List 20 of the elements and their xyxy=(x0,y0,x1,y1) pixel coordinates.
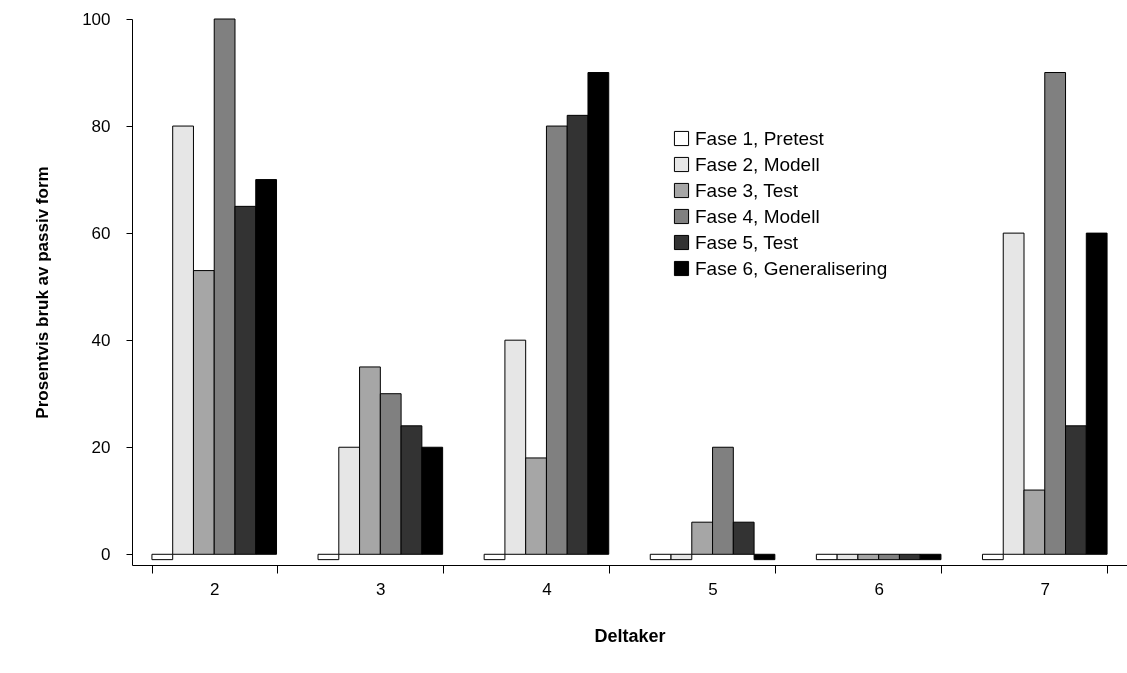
x-tick-label: 7 xyxy=(1040,579,1051,599)
y-axis-title: Prosentvis bruk av passiv form xyxy=(33,166,53,419)
legend-label: Fase 2, Modell xyxy=(695,153,820,175)
x-tick-label: 3 xyxy=(376,579,386,599)
legend-label: Fase 4, Modell xyxy=(695,205,820,227)
legend-label: Fase 6, Generalisering xyxy=(695,257,888,279)
y-tick-label: 20 xyxy=(91,437,111,457)
legend-label: Fase 5, Test xyxy=(695,231,799,253)
y-tick-label: 0 xyxy=(101,544,111,564)
x-tick-label: 5 xyxy=(708,579,718,599)
x-axis-title: Deltaker xyxy=(594,625,666,646)
legend-label: Fase 1, Pretest xyxy=(695,127,825,149)
y-tick-label: 80 xyxy=(91,116,111,136)
y-tick-label: 60 xyxy=(91,223,111,243)
legend-label: Fase 3, Test xyxy=(695,179,799,201)
x-tick-label: 6 xyxy=(874,579,884,599)
y-tick-label: 40 xyxy=(91,330,111,350)
x-tick-label: 2 xyxy=(209,579,220,599)
y-tick-label: 100 xyxy=(82,9,111,29)
x-tick-label: 4 xyxy=(542,579,552,599)
